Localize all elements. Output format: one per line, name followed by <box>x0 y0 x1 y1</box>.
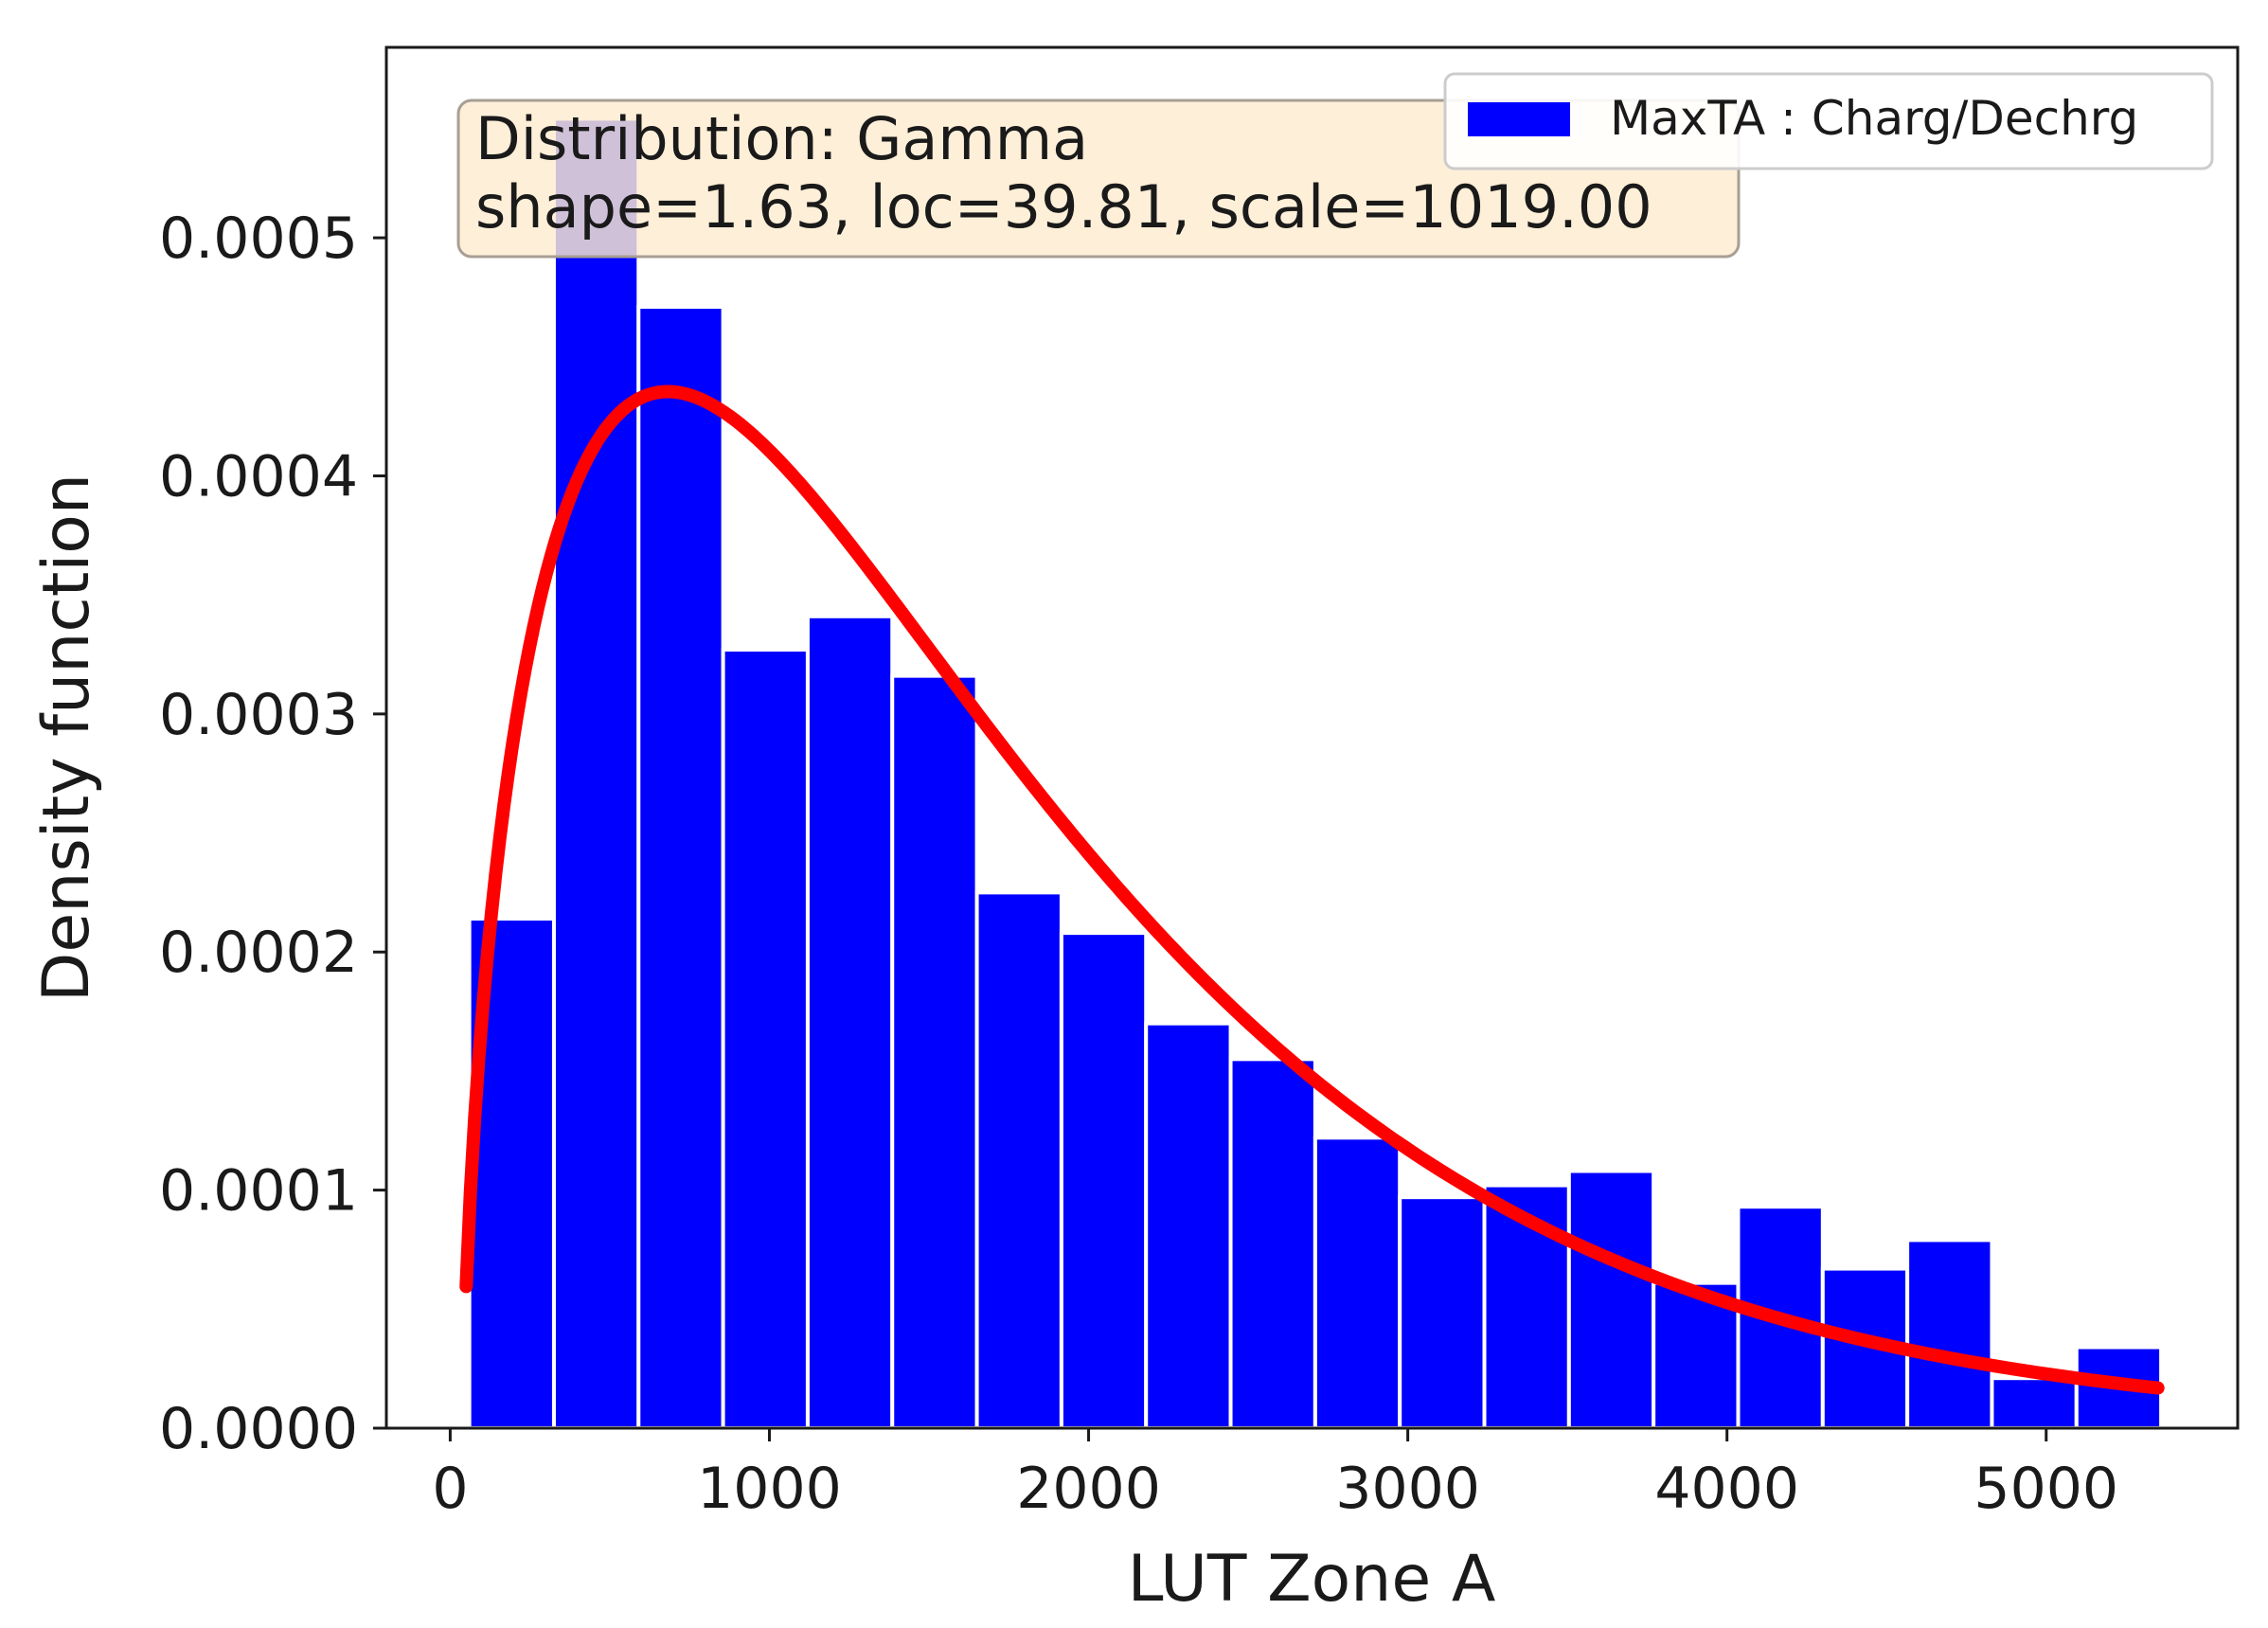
y-tick-label: 0.0001 <box>159 1158 358 1225</box>
x-tick-label: 3000 <box>1335 1456 1480 1522</box>
x-tick-label: 5000 <box>1973 1456 2118 1522</box>
legend: MaxTA : Charg/Dechrg <box>1443 72 2214 170</box>
legend-swatch <box>1468 102 1570 136</box>
annotation-line-parameters: shape=1.63, loc=39.81, scale=1019.00 <box>475 172 1652 242</box>
y-tick-label: 0.0002 <box>159 920 358 986</box>
histogram-bars <box>467 116 2164 1431</box>
y-tick-label: 0.0005 <box>159 206 358 272</box>
plot-frame <box>384 45 2240 1430</box>
histogram-bar <box>1059 931 1149 1430</box>
histogram-bar <box>805 614 895 1430</box>
y-tick-label: 0.0004 <box>159 443 358 510</box>
histogram-bar <box>636 305 725 1431</box>
annotation-line-distribution: Distribution: Gamma <box>475 104 1088 173</box>
x-tick-label: 0 <box>432 1456 468 1522</box>
histogram-bar <box>1990 1376 2079 1430</box>
y-axis-ticks: 0.0000 0.0001 0.0002 0.0003 0.0004 0.0005 <box>159 206 386 1462</box>
x-tick-label: 1000 <box>697 1456 842 1522</box>
distribution-annotation-box: Distribution: Gamma shape=1.63, loc=39.8… <box>456 98 1741 259</box>
histogram-bar <box>721 647 810 1430</box>
histogram-bar <box>1398 1195 1487 1431</box>
y-tick-label: 0.0000 <box>159 1396 358 1462</box>
y-axis-title: Density function <box>29 474 104 1002</box>
annotation-background <box>456 98 1741 259</box>
gamma-fit-curve <box>459 385 2165 1395</box>
histogram-bar <box>890 673 979 1430</box>
x-axis-ticks: 0 1000 2000 3000 4000 5000 <box>432 1428 2118 1522</box>
x-tick-label: 2000 <box>1016 1456 1161 1522</box>
y-tick-label: 0.0003 <box>159 682 358 748</box>
histogram-bar <box>1228 1057 1317 1430</box>
histogram-bar <box>551 116 641 1430</box>
histogram-bar <box>1313 1136 1402 1431</box>
histogram-bar <box>974 890 1063 1430</box>
histogram-bar <box>1905 1238 1994 1431</box>
x-axis-title: LUT Zone A <box>1128 1542 1496 1617</box>
x-tick-label: 4000 <box>1654 1456 1799 1522</box>
histogram-bar <box>1566 1169 1656 1431</box>
legend-label: MaxTA : Charg/Dechrg <box>1610 91 2138 146</box>
histogram-bar <box>1144 1021 1233 1430</box>
legend-frame <box>1443 72 2214 170</box>
